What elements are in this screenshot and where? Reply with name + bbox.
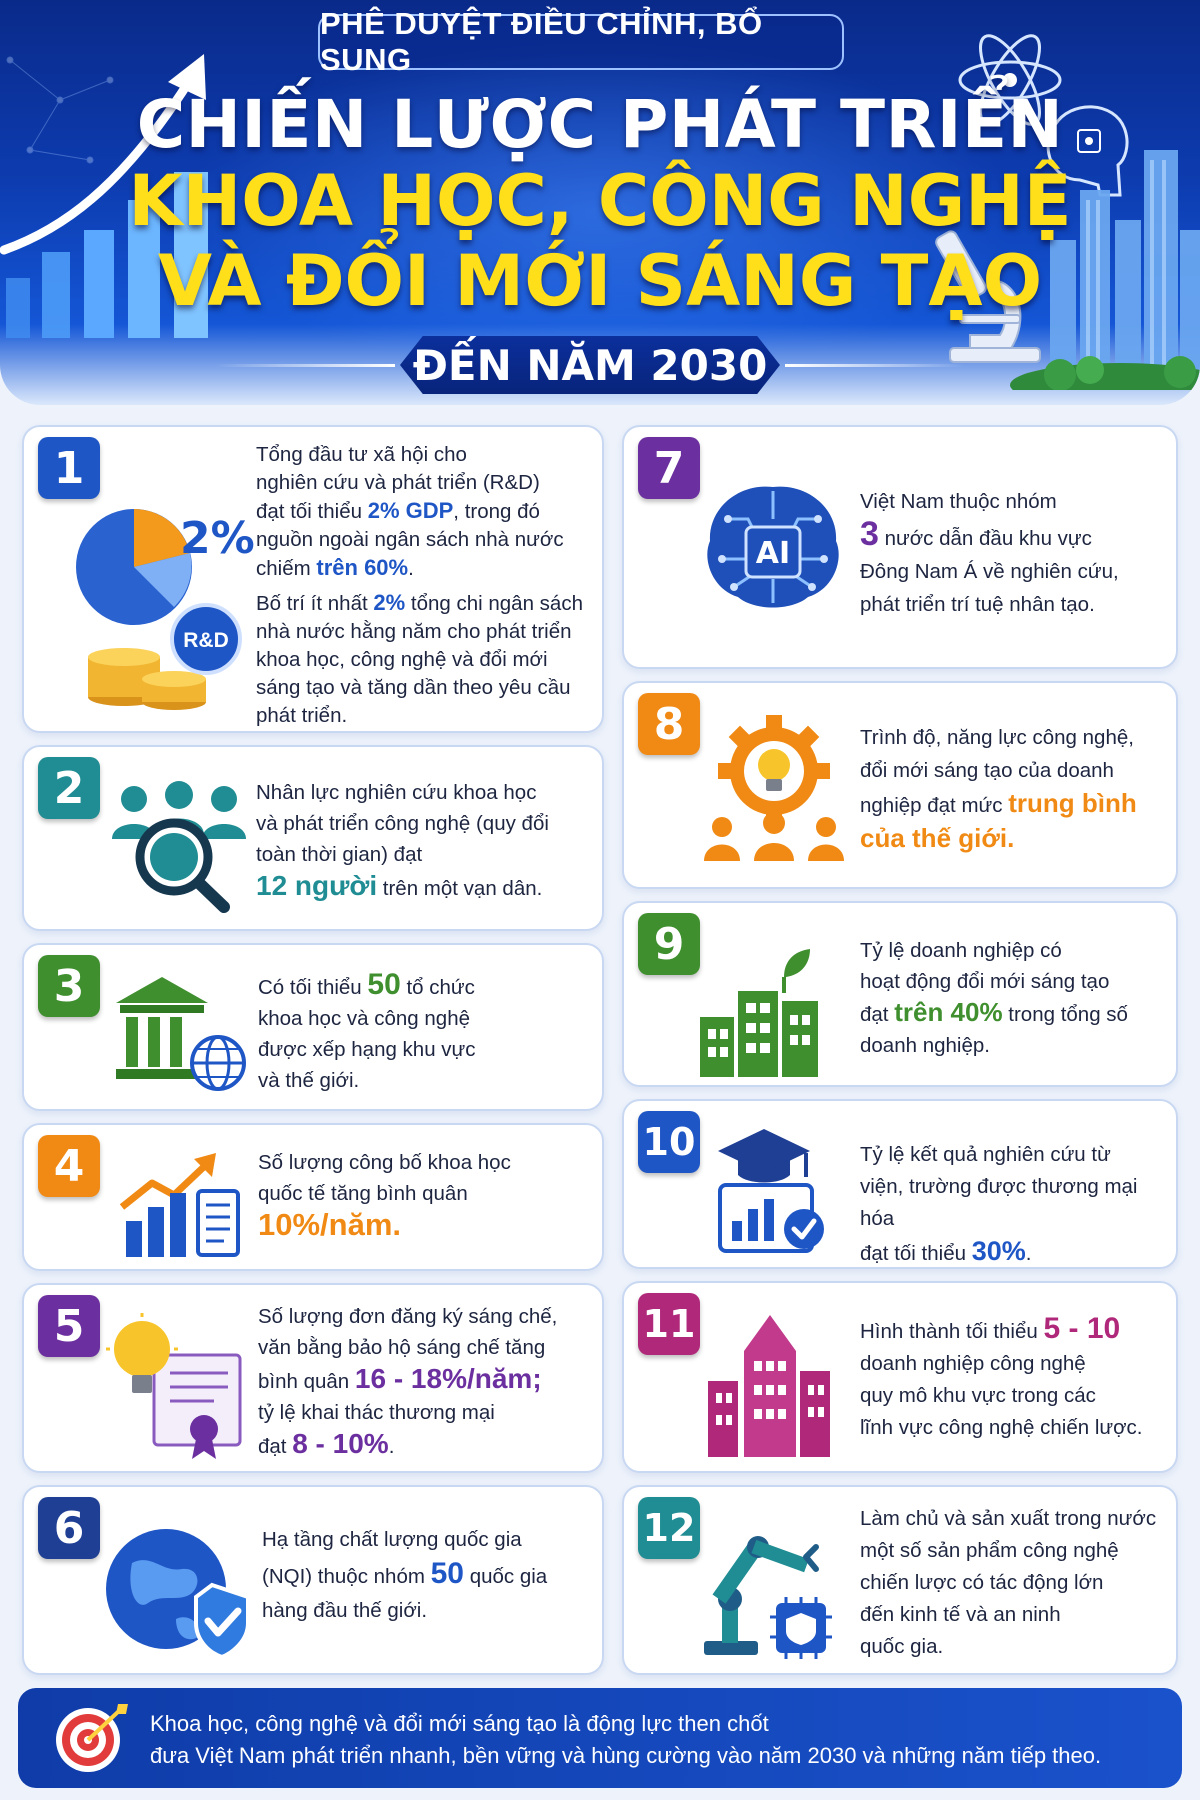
number-badge: 8 bbox=[638, 693, 700, 755]
magenta-city-icon bbox=[708, 1315, 830, 1457]
card-2-text: Nhân lực nghiên cứu khoa học và phát tri… bbox=[256, 781, 549, 901]
number-badge: 7 bbox=[638, 437, 700, 499]
target-card-2: 2 Nhân lực nghiên cứu khoa học và phát t… bbox=[22, 745, 604, 931]
title-line-2: KHOA HỌC, CÔNG NGHỆ bbox=[128, 160, 1072, 242]
title-line-1: CHIẾN LƯỢC PHÁT TRIỂN bbox=[136, 86, 1064, 163]
robot-arm-chip-icon bbox=[704, 1536, 832, 1659]
footer-line-1: Khoa học, công nghệ và đổi mới sáng tạo … bbox=[150, 1711, 769, 1736]
patent-certificate-icon bbox=[106, 1313, 242, 1459]
target-card-7: 7 AI Việt Nam thuộc nhóm 3 nước dẫn đầu … bbox=[622, 425, 1178, 669]
footer-banner: Khoa học, công nghệ và đổi mới sáng tạo … bbox=[18, 1688, 1182, 1788]
number-badge: 1 bbox=[38, 437, 100, 499]
card-11-text: Hình thành tối thiểu 5 - 10 doanh nghiệp… bbox=[860, 1312, 1143, 1440]
gear-idea-team-icon bbox=[704, 715, 844, 861]
card-10-text: Tỷ lệ kết quả nghiên cứu từ viện, trường… bbox=[860, 1143, 1138, 1266]
green-buildings-icon bbox=[700, 949, 818, 1077]
header-banner: PHÊ DUYỆT ĐIỀU CHỈNH, BỔ SUNG CHIẾN LƯỢC… bbox=[0, 0, 1200, 405]
card-4-text: Số lượng công bố khoa học quốc tế tăng b… bbox=[258, 1151, 511, 1242]
number-badge: 10 bbox=[638, 1111, 700, 1173]
ribbon-line-right bbox=[785, 364, 965, 367]
target-card-10: 10 Tỷ lệ kết quả nghiên cứu từ viện, trư… bbox=[622, 1099, 1178, 1269]
target-card-1: 1 R&D 2% Tổng đầu tư xã hội cho nghiên c… bbox=[22, 425, 604, 733]
target-card-4: 4 Số lượng công bố khoa học quốc tế tăng… bbox=[22, 1123, 604, 1271]
graduation-report-icon bbox=[718, 1129, 824, 1253]
number-badge: 5 bbox=[38, 1295, 100, 1357]
number-badge: 6 bbox=[38, 1497, 100, 1559]
card-12-text: Làm chủ và sản xuất trong nước một số sả… bbox=[860, 1507, 1157, 1658]
target-card-5: 5 Số lượng đơn đăng ký sáng chế, văn bằn… bbox=[22, 1283, 604, 1473]
target-card-8: 8 Trình độ, năng lực công nghệ, đổi mới … bbox=[622, 681, 1178, 889]
target-card-12: 12 Làm chủ và sản xuất trong nước một số… bbox=[622, 1485, 1178, 1675]
institution-globe-icon bbox=[116, 977, 246, 1091]
number-badge: 9 bbox=[638, 913, 700, 975]
card-5-text: Số lượng đơn đăng ký sáng chế, văn bằng … bbox=[258, 1305, 558, 1459]
rd-badge: R&D bbox=[183, 629, 229, 652]
globe-shield-icon bbox=[106, 1529, 250, 1660]
approval-tag: PHÊ DUYỆT ĐIỀU CHỈNH, BỔ SUNG bbox=[318, 6, 844, 77]
number-badge: 12 bbox=[638, 1497, 700, 1559]
target-card-3: 3 Có tối thiểu 50 tổ chức khoa học và cô… bbox=[22, 943, 604, 1111]
footer-line-2: đưa Việt Nam phát triển nhanh, bền vững … bbox=[150, 1743, 1102, 1768]
people-search-icon bbox=[112, 781, 246, 913]
pie-coins-icon: R&D 2% bbox=[76, 509, 254, 710]
ai-label: AI bbox=[756, 536, 790, 571]
card-3-text: Có tối thiểu 50 tổ chức khoa học và công… bbox=[258, 968, 476, 1092]
percent-label: 2% bbox=[180, 513, 254, 564]
number-badge: 3 bbox=[38, 955, 100, 1017]
target-card-6: 6 Hạ tầng chất lượng quốc gia (NQI) thuộ… bbox=[22, 1485, 604, 1675]
year-ribbon: ĐẾN NĂM 2030 bbox=[400, 336, 780, 394]
target-icon bbox=[56, 1704, 128, 1772]
number-badge: 11 bbox=[638, 1293, 700, 1355]
ai-brain-icon: AI bbox=[707, 486, 839, 608]
science-skyline-icon bbox=[935, 34, 1200, 390]
target-card-11: 11 Hình thành tối thiểu 5 - 10 doanh ngh… bbox=[622, 1281, 1178, 1473]
title-line-3: VÀ ĐỔI MỚI SÁNG TẠO bbox=[157, 240, 1043, 322]
footer-text: Khoa học, công nghệ và đổi mới sáng tạo … bbox=[150, 1708, 1170, 1772]
ribbon-line-left bbox=[215, 364, 395, 367]
number-badge: 2 bbox=[38, 757, 100, 819]
card-1-text: Tổng đầu tư xã hội cho nghiên cứu và phá… bbox=[256, 443, 583, 727]
card-8-text: Trình độ, năng lực công nghệ, đổi mới sá… bbox=[860, 726, 1137, 853]
growth-chart-icon bbox=[0, 54, 208, 338]
header-glow bbox=[180, 40, 1020, 380]
card-6-text: Hạ tầng chất lượng quốc gia (NQI) thuộc … bbox=[262, 1528, 548, 1622]
target-card-9: 9 Tỷ lệ doanh nghiệp có hoạt động đổi mớ… bbox=[622, 901, 1178, 1087]
card-9-text: Tỷ lệ doanh nghiệp có hoạt động đổi mới … bbox=[860, 939, 1128, 1057]
growth-document-icon bbox=[119, 1153, 240, 1257]
number-badge: 4 bbox=[38, 1135, 100, 1197]
card-7-text: Việt Nam thuộc nhóm 3 nước dẫn đầu khu v… bbox=[860, 490, 1119, 616]
